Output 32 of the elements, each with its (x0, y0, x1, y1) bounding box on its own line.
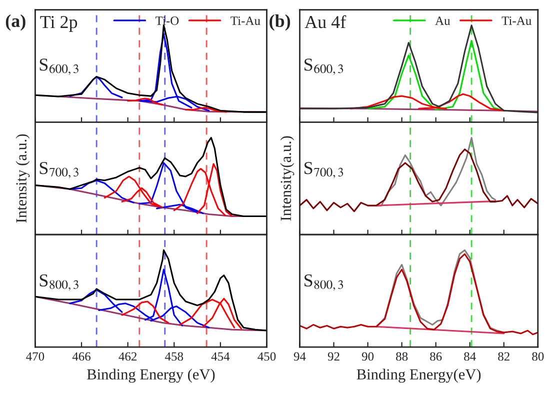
x-tick-label: 450 (258, 352, 276, 361)
x-tick-label: 454 (211, 352, 230, 361)
x-tick-label: 90 (362, 352, 374, 361)
legend-label: Au (435, 16, 450, 25)
x-tick-label: 462 (118, 352, 137, 361)
x-tick-label: 466 (72, 352, 91, 361)
legend-label: Ti-Au (502, 16, 532, 25)
x-tick-label: 88 (396, 352, 408, 361)
x-tick-label: 86 (430, 352, 442, 361)
legend-label: Ti-Au (230, 16, 260, 25)
annotation: S$_{800,3}$ (304, 274, 344, 291)
x-tick-label: 80 (532, 352, 544, 361)
y-axis-title: Intensity (a.u.) (16, 134, 30, 223)
annotation: Ti 2p (40, 16, 78, 32)
annotation: S$_{700,3}$ (304, 162, 344, 178)
annotation: S$_{800,3}$ (40, 274, 78, 291)
x-tick-label: 94 (294, 352, 306, 361)
text: (b) (270, 14, 290, 31)
legend-label: Ti-O (156, 16, 179, 25)
annotation: Au 4f (304, 15, 346, 28)
annotation: S$_{600,3}$ (304, 58, 344, 75)
x-tick-label: 92 (328, 352, 340, 361)
y-axis-title: Intensity(a.u.) (280, 136, 294, 221)
text: (a) (6, 14, 26, 31)
x-axis-title: Binding Energy (eV) (87, 368, 215, 383)
annotation: S$_{700,3}$ (40, 162, 78, 178)
x-tick-label: 84 (464, 352, 476, 361)
x-tick-label: 82 (498, 352, 510, 361)
x-axis-title: Binding Energy(eV) (356, 368, 481, 383)
x-tick-label: 458 (165, 352, 184, 361)
annotation: S$_{600,3}$ (40, 58, 78, 75)
x-tick-label: 470 (26, 352, 44, 361)
